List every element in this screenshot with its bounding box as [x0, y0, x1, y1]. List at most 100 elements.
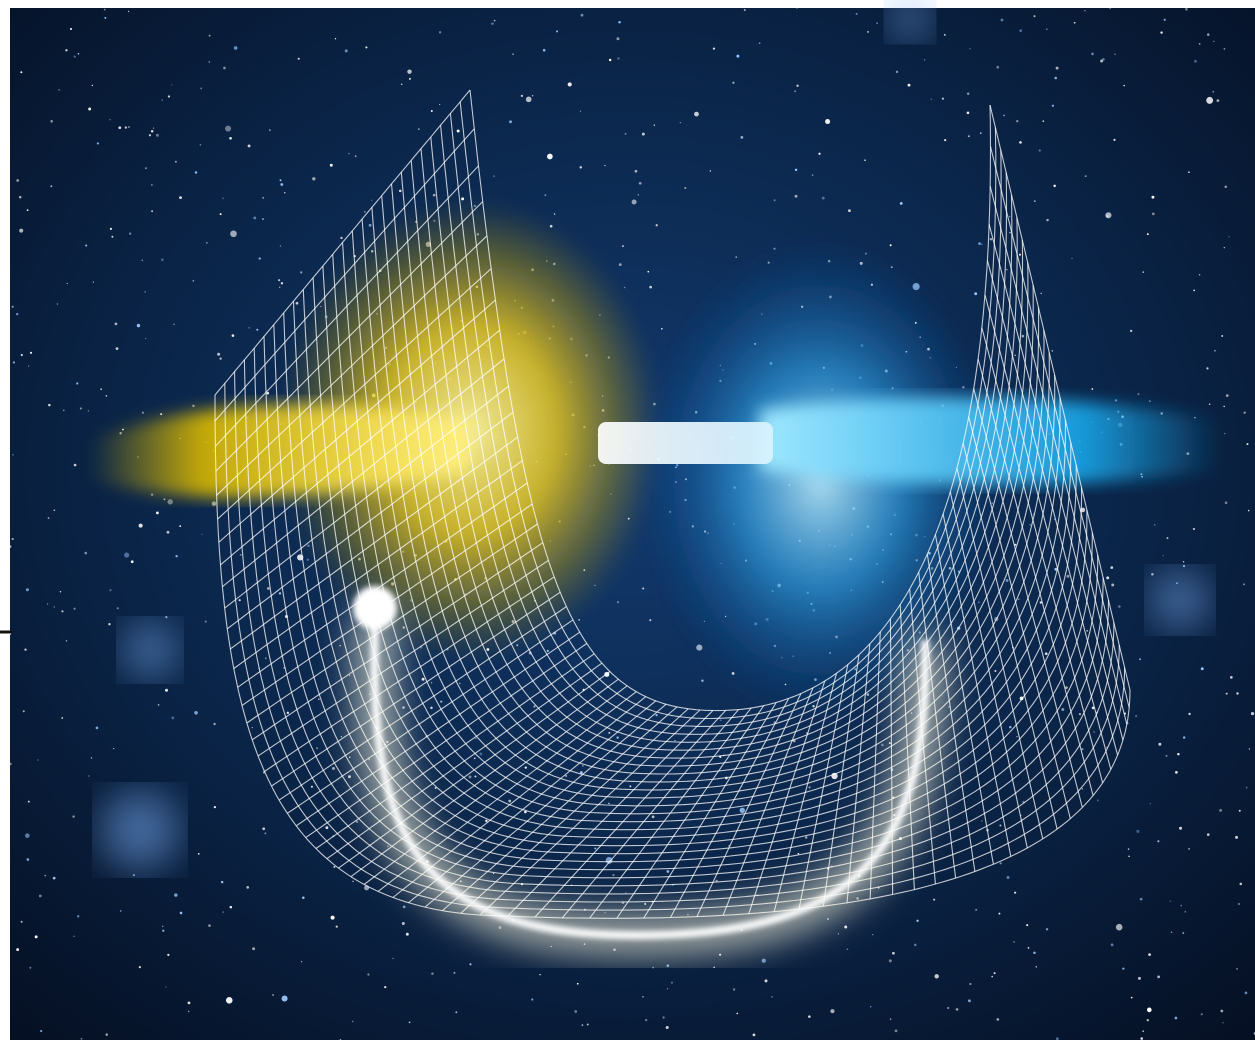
star: [974, 292, 978, 296]
star: [837, 933, 840, 935]
star: [1146, 233, 1149, 236]
star: [818, 152, 821, 155]
star: [124, 552, 130, 558]
star: [11, 305, 14, 308]
star: [16, 179, 19, 182]
star: [262, 218, 264, 220]
star: [1026, 924, 1029, 927]
star: [112, 747, 115, 750]
star: [1009, 231, 1011, 234]
star: [1238, 809, 1241, 812]
star: [252, 947, 256, 951]
grid-line: [312, 277, 1077, 839]
star: [29, 351, 33, 354]
star: [90, 757, 93, 759]
star: [616, 601, 620, 604]
star: [1014, 891, 1017, 894]
star: [286, 711, 290, 715]
star: [546, 649, 549, 652]
star: [138, 523, 143, 528]
star: [348, 674, 351, 676]
star: [148, 134, 152, 137]
star: [1193, 289, 1196, 292]
star: [1114, 399, 1118, 402]
star: [1188, 171, 1190, 174]
star: [69, 27, 73, 31]
star: [1137, 393, 1140, 396]
star: [491, 22, 494, 26]
star: [165, 616, 168, 619]
star: [73, 935, 75, 937]
star: [1051, 349, 1054, 352]
star: [665, 1025, 669, 1029]
star: [1040, 292, 1042, 295]
star: [978, 601, 980, 603]
star: [553, 213, 556, 215]
grid-line: [273, 324, 1099, 871]
star: [618, 20, 621, 24]
star: [1225, 394, 1229, 397]
star: [37, 759, 39, 761]
star: [167, 953, 170, 957]
star: [266, 391, 270, 395]
star: [967, 135, 970, 138]
star: [334, 38, 337, 40]
grid-line: [410, 160, 1024, 759]
star: [520, 94, 524, 98]
star: [264, 657, 267, 660]
star: [752, 1033, 756, 1037]
star: [1170, 931, 1173, 933]
star: [579, 771, 583, 775]
star: [111, 235, 114, 238]
star: [1129, 329, 1133, 333]
star: [848, 209, 851, 213]
star: [1182, 565, 1186, 568]
nebula-glow: [100, 790, 180, 870]
star: [61, 610, 64, 613]
star: [1225, 692, 1228, 695]
star: [96, 142, 99, 145]
star: [825, 119, 831, 125]
star: [826, 918, 829, 921]
star: [48, 403, 51, 407]
star: [114, 322, 118, 326]
nebula-glow: [888, 0, 932, 40]
star: [1110, 943, 1114, 947]
star: [1111, 583, 1115, 587]
star: [150, 184, 153, 186]
star: [736, 54, 740, 58]
star: [1243, 583, 1246, 586]
star: [855, 12, 858, 15]
star: [525, 96, 532, 103]
star: [655, 224, 658, 227]
star: [300, 271, 303, 274]
star: [65, 49, 68, 52]
star: [631, 199, 637, 205]
star: [87, 410, 90, 412]
star: [1018, 253, 1022, 256]
star: [1061, 708, 1065, 711]
star: [666, 964, 670, 967]
star: [732, 988, 736, 991]
star: [608, 731, 611, 734]
star: [709, 170, 711, 172]
grid-line: [469, 89, 992, 712]
star: [1115, 923, 1123, 931]
star: [586, 1023, 589, 1026]
star: [594, 847, 597, 850]
star: [1188, 847, 1191, 850]
star: [340, 236, 343, 240]
star: [581, 1024, 584, 1026]
star: [56, 303, 59, 305]
star: [351, 1020, 354, 1023]
star: [1008, 215, 1011, 218]
star: [1128, 855, 1130, 858]
star: [947, 705, 950, 708]
star: [118, 126, 122, 130]
star: [1235, 835, 1239, 839]
star: [160, 413, 163, 416]
star: [348, 152, 350, 155]
star: [1096, 799, 1099, 802]
star: [625, 892, 627, 894]
star: [544, 194, 547, 197]
